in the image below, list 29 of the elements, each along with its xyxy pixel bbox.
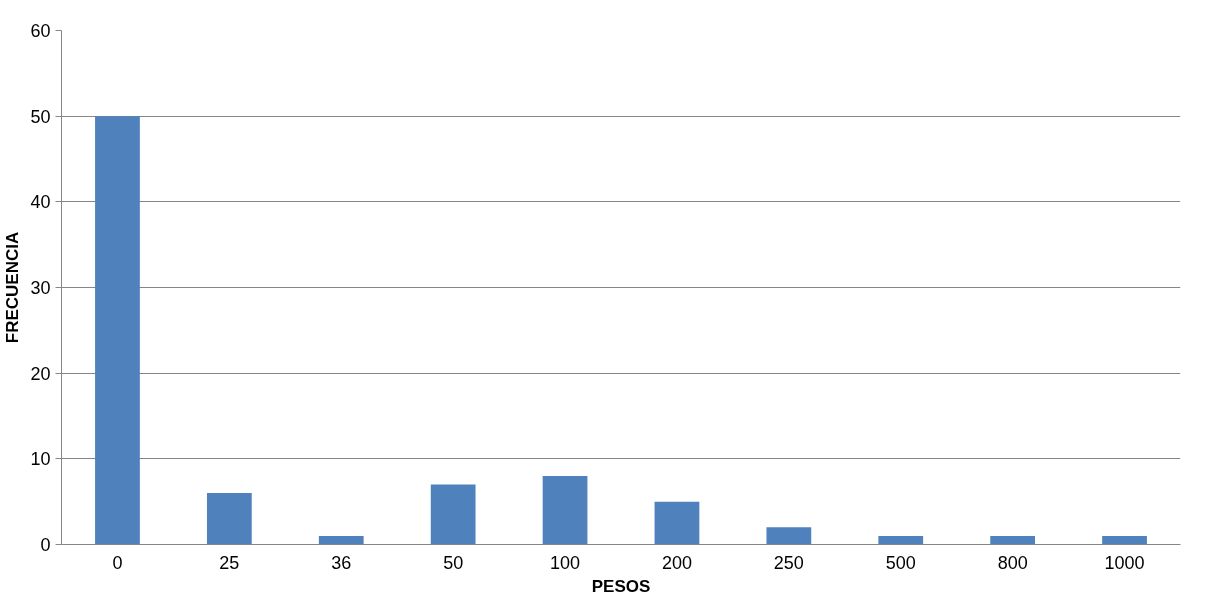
y-axis-title: FRECUENCIA	[3, 231, 23, 344]
bar	[878, 535, 924, 545]
x-tick-label: 36	[331, 552, 352, 573]
y-tick-label: 50	[30, 106, 51, 127]
x-tick-label: 500	[885, 552, 916, 573]
x-tick-label: 50	[443, 552, 464, 573]
y-tick-label: 40	[30, 192, 51, 213]
x-tick-label: 1000	[1104, 552, 1145, 573]
bar	[990, 535, 1036, 545]
x-tick-label: 200	[661, 552, 692, 573]
bar	[318, 535, 364, 545]
y-tick-label: 0	[40, 535, 51, 555]
bar	[766, 527, 812, 545]
bar	[654, 501, 700, 545]
bar	[206, 493, 252, 545]
x-tick-label: 250	[773, 552, 804, 573]
y-tick-label: 20	[30, 363, 51, 384]
bar	[542, 475, 588, 545]
y-tick-label: 10	[30, 449, 51, 470]
y-tick-label: 30	[30, 278, 51, 298]
bar	[95, 116, 140, 545]
y-tick-label: 60	[30, 21, 51, 41]
x-tick-label: 100	[550, 552, 581, 573]
x-tick-label: 25	[219, 552, 240, 573]
x-axis-title: PESOS	[591, 576, 651, 596]
x-tick-label: 800	[997, 552, 1028, 573]
bar	[1102, 535, 1147, 545]
x-tick-label: 0	[112, 552, 123, 573]
bar	[430, 484, 476, 545]
